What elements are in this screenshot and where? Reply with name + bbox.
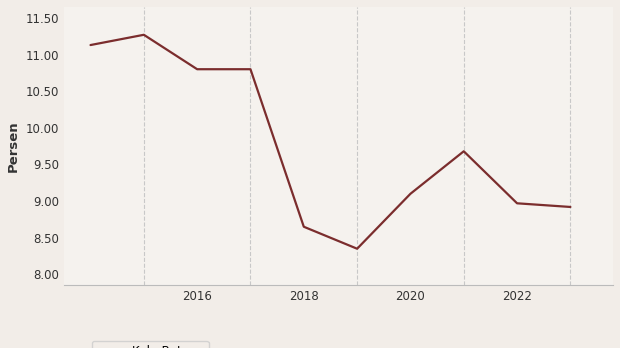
Kab. Batang <box>460 149 467 153</box>
Kab. Batang <box>353 247 361 251</box>
Kab. Batang <box>140 33 148 37</box>
Kab. Batang <box>300 225 308 229</box>
Kab. Batang <box>87 43 94 47</box>
Kab. Batang <box>567 205 574 209</box>
Kab. Batang <box>407 192 414 196</box>
Kab. Batang <box>513 201 521 205</box>
Kab. Batang <box>247 67 254 71</box>
Y-axis label: Persen: Persen <box>7 120 20 172</box>
Legend: Kab. Batang: Kab. Batang <box>92 341 208 348</box>
Line: Kab. Batang: Kab. Batang <box>91 35 570 249</box>
Kab. Batang <box>193 67 201 71</box>
